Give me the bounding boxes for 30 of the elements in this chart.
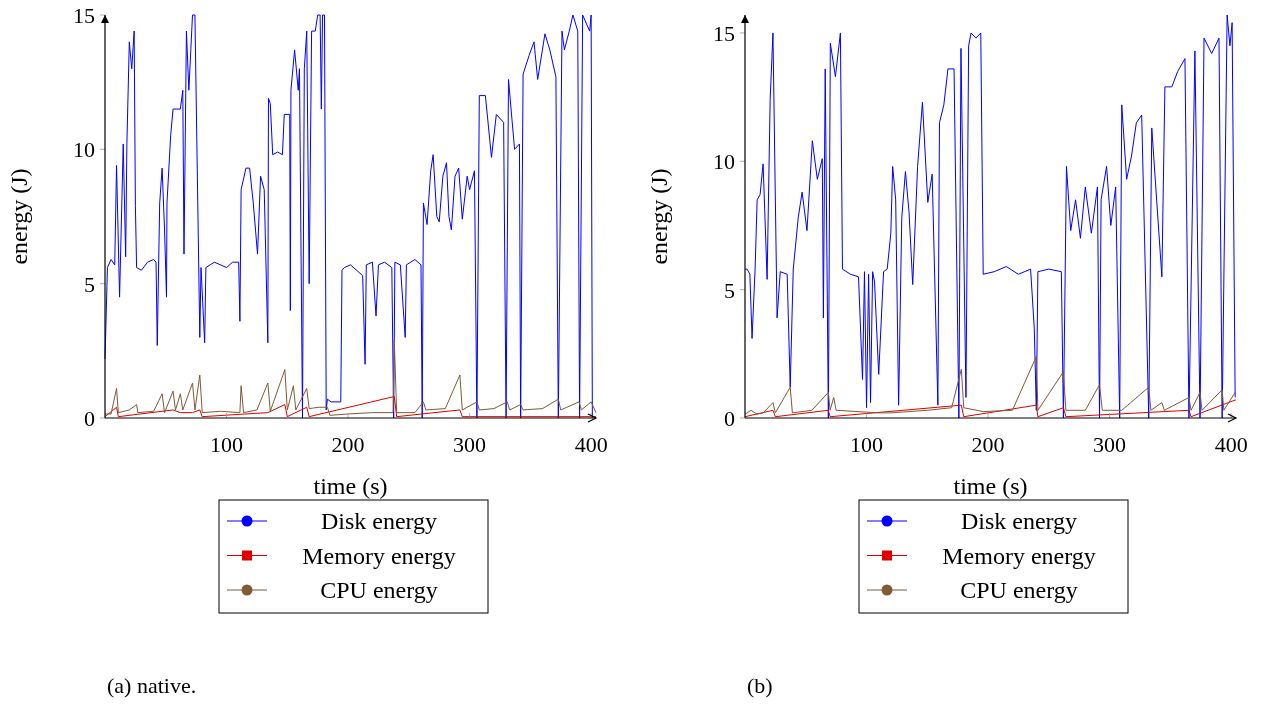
y-tick-label: 0 [724, 406, 735, 431]
x-tick-label: 200 [971, 432, 1005, 457]
legend-label: CPU energy [960, 577, 1078, 603]
line-series [744, 355, 1236, 415]
y-tick-label: 15 [713, 20, 735, 46]
y-axis-title: energy (J) [646, 168, 672, 265]
x-tick-label: 400 [574, 432, 608, 457]
y-axis-title: energy (J) [6, 168, 32, 265]
y-tick-label: 15 [73, 3, 95, 28]
x-tick-label: 200 [331, 432, 365, 457]
y-tick-label: 0 [84, 406, 95, 431]
x-tick-label: 100 [210, 432, 244, 457]
y-tick-label: 10 [713, 149, 735, 175]
legend-label: Disk energy [960, 508, 1078, 534]
x-axis-title: time (s) [953, 473, 1028, 499]
legend-label: Memory energy [942, 542, 1096, 569]
line-series [744, 14, 1236, 419]
y-tick-label: 5 [724, 277, 735, 303]
x-tick-label: 300 [453, 432, 487, 457]
x-tick-label: 100 [850, 432, 884, 457]
y-tick-label: 10 [73, 137, 95, 163]
y-tick-label: 5 [84, 271, 95, 297]
x-tick-label: 400 [1214, 432, 1248, 457]
x-axis-title: time (s) [313, 473, 388, 499]
legend-label: Memory energy [302, 542, 456, 569]
legend-label: Disk energy [320, 508, 438, 534]
text: (a) native. [107, 673, 197, 698]
x-tick-label: 300 [1093, 432, 1127, 457]
text: (b) [747, 673, 773, 698]
legend-label: CPU energy [320, 577, 438, 603]
